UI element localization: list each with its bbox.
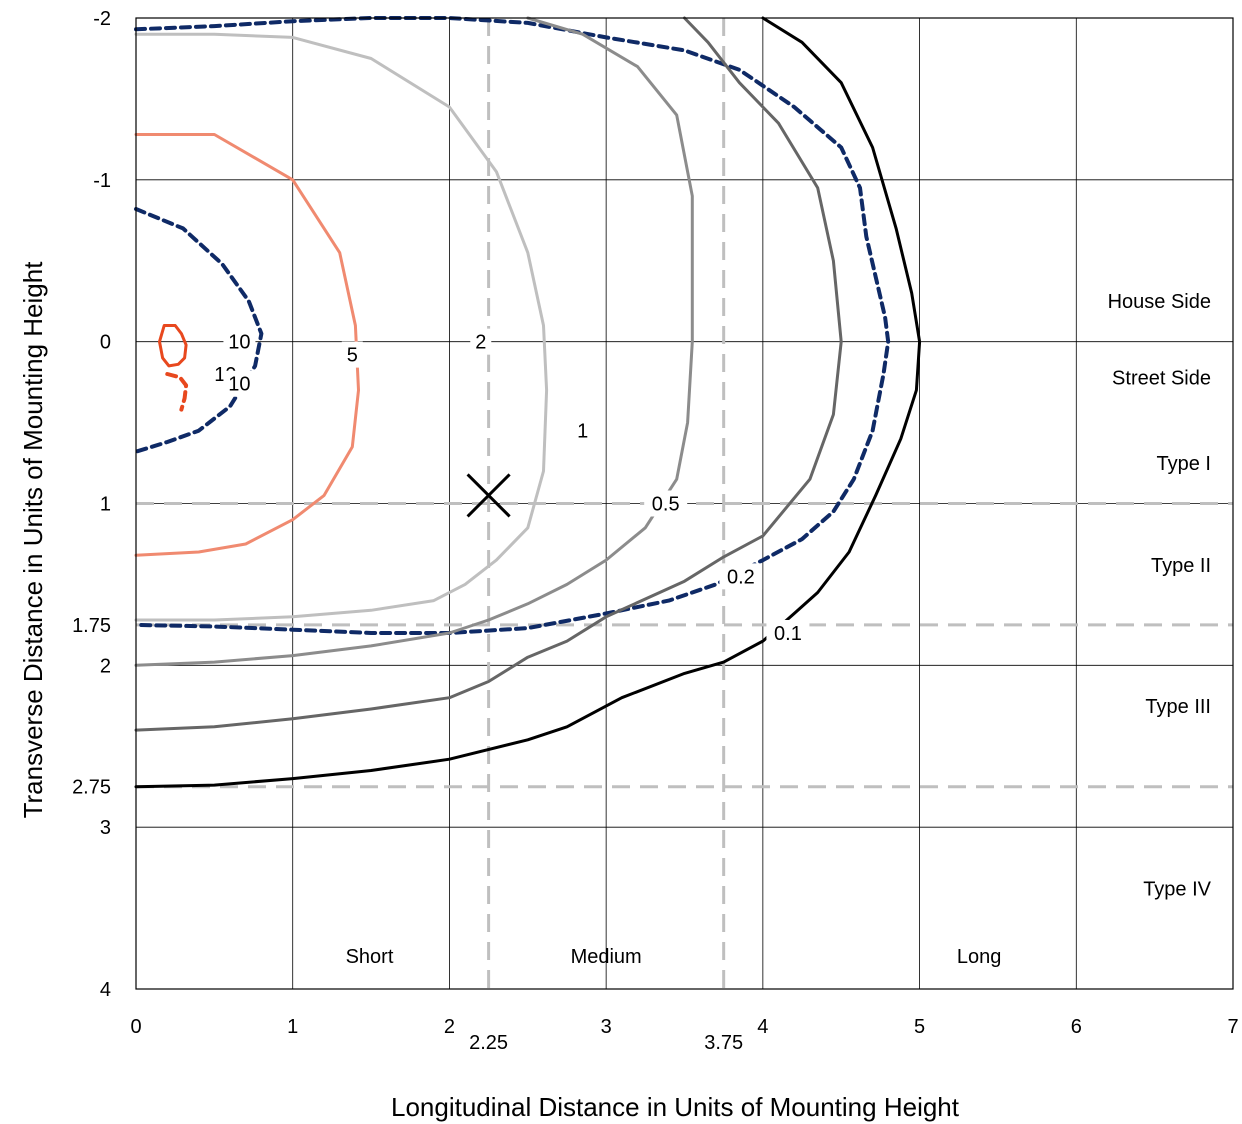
y-tick-label: -2 (93, 8, 111, 30)
x-tick-label: 5 (914, 1016, 925, 1038)
y-tick-label: 1.75 (72, 615, 111, 637)
x-tick-label: 3.75 (704, 1032, 743, 1054)
y-tick-label: -1 (93, 170, 111, 192)
region-labels: House Side Street Side Type I Type II Type I… (346, 291, 1212, 968)
x-tick-label: 6 (1071, 1016, 1082, 1038)
x-tick-label: 2.25 (469, 1032, 508, 1054)
contour-label-background (719, 563, 763, 590)
contour-line-10 (158, 324, 188, 368)
contour-label-background (572, 417, 594, 444)
transverse-region-label: Type I (1157, 453, 1211, 475)
transverse-region-label: Street Side (1112, 367, 1211, 389)
y-tick-label: 0 (100, 332, 111, 354)
y-tick-label: 4 (100, 979, 111, 1001)
contour-label-background (223, 328, 256, 355)
contour-label: 0.5 (652, 494, 680, 516)
y-tick-label: 3 (100, 817, 111, 839)
contour-line-0-5 (134, 16, 843, 732)
contour-line-0-2 (134, 16, 891, 635)
contour-line-10 (165, 372, 189, 412)
x-tick-label: 0 (130, 1016, 141, 1038)
longitudinal-region-label: Short (346, 946, 394, 968)
y-tick-label: 2.75 (72, 777, 111, 799)
y-axis-title: Transverse Distance in Units of Mounting… (18, 261, 48, 819)
marker-x-stroke (466, 473, 511, 518)
longitudinal-region-label: Long (957, 946, 1002, 968)
contour-label: 1 (577, 421, 588, 443)
contour-label-background (223, 370, 256, 397)
contour-label-background (341, 341, 363, 368)
contour-label: 10 (228, 332, 250, 354)
plot-frame (135, 17, 1234, 990)
contour-line-0-1 (134, 16, 922, 789)
transverse-region-label: House Side (1108, 291, 1211, 313)
transverse-region-label: Type IV (1143, 879, 1211, 901)
x-tick-label: 3 (601, 1016, 612, 1038)
contour-line-5 (134, 133, 360, 557)
contour-label: 0.2 (727, 566, 755, 588)
isolux-contours (134, 16, 922, 789)
contour-label-background (644, 490, 688, 517)
contour-line-2 (134, 32, 549, 622)
contour-label: 0.1 (774, 623, 802, 645)
x-tick-label: 4 (757, 1016, 768, 1038)
longitudinal-region-label: Medium (571, 946, 642, 968)
contour-line-1 (134, 16, 694, 667)
x-tick-label: 1 (287, 1016, 298, 1038)
x-tick-label: 7 (1227, 1016, 1238, 1038)
contour-label: 2 (475, 332, 486, 354)
contour-line-10 (134, 207, 264, 454)
contour-labels: 0.10.20.5125101010 (209, 328, 810, 646)
contour-label: 10 (228, 374, 250, 396)
contour-label-background (470, 328, 492, 355)
y-tick-label: 2 (100, 655, 111, 677)
y-tick-label: 1 (100, 494, 111, 516)
axis-ticks: 0 1 2 3 4 5 6 7 2.25 3.75 -2 -1 0 1 2 3 4 1.75 2.75 (72, 8, 1239, 1054)
transverse-region-label: Type II (1151, 555, 1211, 577)
x-axis-title: Longitudinal Distance in Units of Mounti… (391, 1092, 960, 1122)
transverse-region-label: Type III (1145, 696, 1211, 718)
marker (466, 473, 511, 518)
contour-label-background (766, 619, 810, 646)
x-tick-label: 2 (444, 1016, 455, 1038)
contour-label: 5 (347, 345, 358, 367)
